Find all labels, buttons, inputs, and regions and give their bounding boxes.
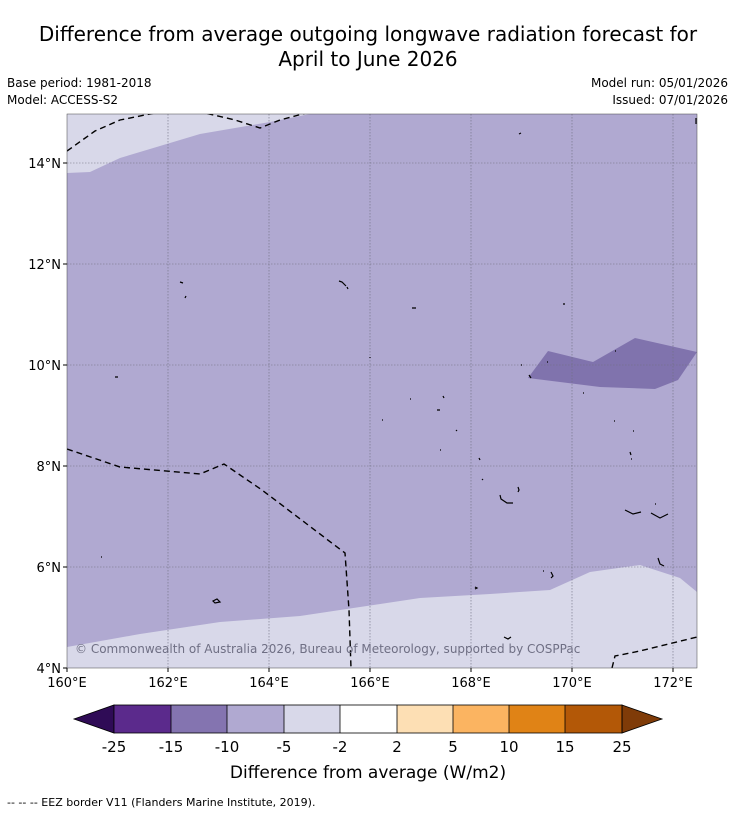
y-tick-12n: 12°N: [28, 258, 61, 273]
x-axis: 160°E 162°E 164°E 166°E 168°E 170°E 172°…: [47, 668, 693, 691]
colorbar-tick: 2: [392, 738, 402, 756]
colorbar-tick: -5: [277, 738, 292, 756]
colorbar-outline: [113, 704, 623, 734]
x-tick-162e: 162°E: [148, 676, 188, 691]
colorbar-segment: [171, 705, 227, 733]
anomaly-band-minus5-minus2-north: [67, 114, 310, 173]
map-frame: [66, 113, 698, 669]
colorbar-tick: -15: [159, 738, 184, 756]
colorbar-segment: [227, 705, 284, 733]
colorbar-extend-high: [621, 704, 664, 734]
colorbar-tick: 10: [499, 738, 518, 756]
y-tick-6n: 6°N: [37, 561, 62, 576]
title-line-1: Difference from average outgoing longwav…: [38, 22, 698, 46]
islands: [101, 118, 697, 640]
colorbar-segment: [340, 705, 397, 733]
colorbar-tick: 5: [448, 738, 458, 756]
copyright-text: © Commonwealth of Australia 2026, Bureau…: [75, 642, 580, 656]
x-tick-172e: 172°E: [653, 676, 693, 691]
colorbar-extend-low: [72, 704, 115, 734]
meta-right: Model run: 05/01/2026 Issued: 07/01/2026: [591, 75, 728, 109]
y-tick-8n: 8°N: [37, 460, 62, 475]
eez-legend-note: -- -- -- EEZ border V11 (Flanders Marine…: [7, 796, 316, 809]
colorbar: -25 -15 -10 -5 -2 2 5 10 15 25 Differenc…: [72, 704, 664, 783]
colorbar-tick: 25: [612, 738, 631, 756]
colorbar-segment: [565, 705, 622, 733]
x-tick-170e: 170°E: [552, 676, 592, 691]
anomaly-band-minus15-minus10: [528, 338, 697, 389]
graticule: [67, 114, 697, 668]
colorbar-segment: [284, 705, 340, 733]
model-name: Model: ACCESS-S2: [7, 93, 119, 107]
colorbar-segment: [509, 705, 565, 733]
colorbar-segment: [453, 705, 509, 733]
colorbar-segment: [114, 705, 171, 733]
issued-date: Issued: 07/01/2026: [612, 93, 728, 107]
y-axis: 14°N 12°N 10°N 8°N 6°N 4°N: [28, 157, 67, 677]
title-line-2: April to June 2026: [278, 47, 458, 71]
anomaly-band-minus5-minus2-south: [67, 565, 697, 668]
y-tick-10n: 10°N: [28, 359, 61, 374]
eez-borders: [67, 114, 697, 668]
y-tick-14n: 14°N: [28, 157, 61, 172]
x-tick-168e: 168°E: [451, 676, 491, 691]
colorbar-tick: -2: [333, 738, 348, 756]
colorbar-tick: -10: [215, 738, 240, 756]
x-tick-164e: 164°E: [249, 676, 289, 691]
colorbar-tick: 15: [555, 738, 574, 756]
x-tick-166e: 166°E: [350, 676, 390, 691]
colorbar-segment: [397, 705, 453, 733]
colorbar-label: Difference from average (W/m2): [230, 763, 506, 783]
chart-title: Difference from average outgoing longwav…: [0, 22, 736, 72]
meta-left: Base period: 1981-2018 Model: ACCESS-S2: [7, 75, 152, 109]
map-area: [67, 114, 697, 668]
colorbar-tick: -25: [102, 738, 127, 756]
y-tick-4n: 4°N: [37, 662, 62, 677]
base-period: Base period: 1981-2018: [7, 76, 152, 90]
x-tick-160e: 160°E: [47, 676, 87, 691]
model-run: Model run: 05/01/2026: [590, 76, 728, 90]
